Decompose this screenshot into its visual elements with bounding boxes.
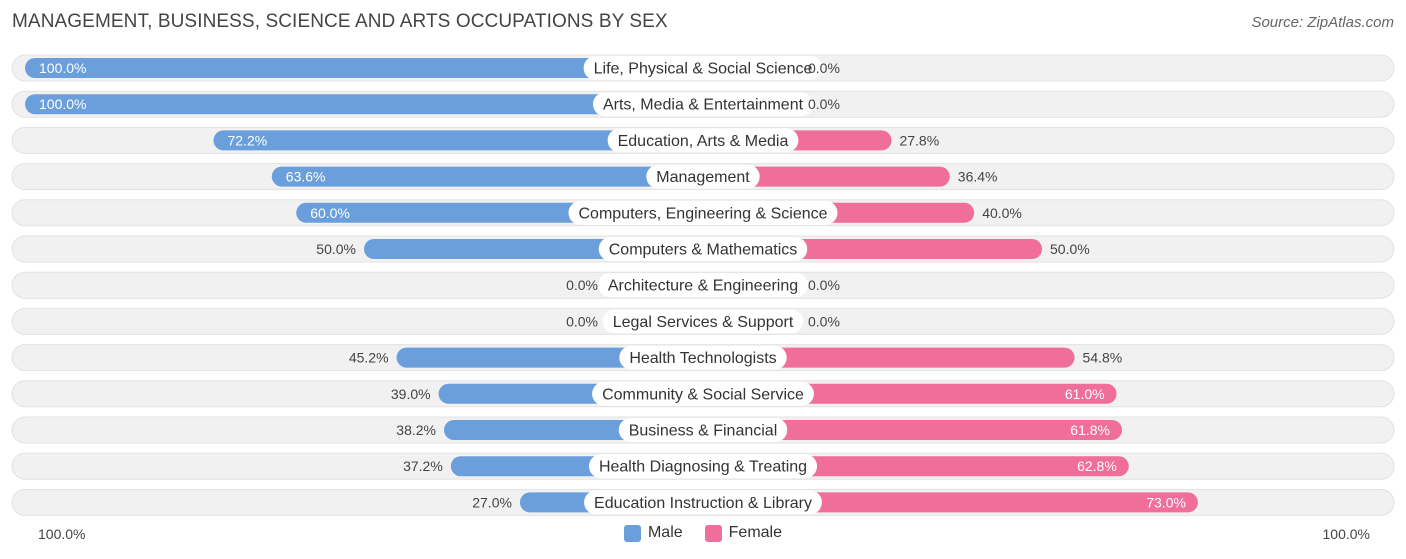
male-value-label: 100.0%: [39, 96, 86, 112]
female-value-label: 73.0%: [1146, 494, 1186, 510]
female-bar: [703, 166, 950, 187]
male-value-label: 0.0%: [566, 277, 598, 293]
category-label: Architecture & Engineering: [608, 278, 798, 295]
category-label-background: [583, 56, 823, 80]
female-value-label: 50.0%: [1050, 241, 1090, 257]
category-label-background: [646, 164, 760, 189]
category-label-background: [619, 345, 787, 370]
category-label: Management: [656, 169, 750, 186]
female-value-label: 0.0%: [808, 96, 840, 112]
male-value-label: 45.2%: [349, 350, 389, 366]
male-bar: [25, 94, 703, 115]
legend-item-female: Female: [704, 524, 783, 542]
category-label-background: [598, 237, 808, 261]
female-value-label: 36.4%: [958, 169, 998, 185]
female-bar: [703, 347, 1075, 368]
category-label: Legal Services & Support: [613, 314, 794, 331]
source-label: Source: ZipAtlas.com: [1251, 14, 1394, 31]
female-value-label: 61.0%: [1065, 386, 1105, 402]
male-value-label: 50.0%: [316, 241, 356, 257]
category-label-background: [592, 92, 814, 117]
category-label: Health Technologists: [629, 350, 776, 367]
female-bar: [703, 420, 1123, 440]
category-label: Computers & Mathematics: [609, 242, 798, 259]
male-value-label: 38.2%: [396, 422, 436, 438]
male-value-label: 60.0%: [310, 205, 350, 221]
male-value-label: 63.6%: [286, 169, 326, 185]
female-value-label: 40.0%: [982, 205, 1022, 221]
category-label: Business & Financial: [629, 423, 778, 440]
category-label: Education, Arts & Media: [618, 133, 789, 150]
legend: Male Female: [0, 524, 1406, 542]
category-label-background: [568, 200, 838, 225]
male-value-label: 0.0%: [566, 313, 598, 329]
category-label-background: [584, 490, 822, 515]
category-label: Education Instruction & Library: [594, 495, 812, 512]
female-value-label: 0.0%: [808, 313, 840, 329]
axis-right-label: 100.0%: [1322, 526, 1370, 542]
category-label-background: [607, 128, 799, 153]
legend-item-male: Male: [623, 524, 683, 542]
chart-title: MANAGEMENT, BUSINESS, SCIENCE AND ARTS O…: [12, 11, 668, 32]
male-value-label: 100.0%: [39, 60, 86, 76]
category-label-background: [597, 273, 809, 298]
category-label-background: [592, 381, 814, 406]
male-value-label: 27.0%: [472, 494, 512, 510]
male-value-label: 72.2%: [227, 132, 267, 148]
category-label: Arts, Media & Entertainment: [603, 97, 804, 114]
female-value-label: 0.0%: [808, 277, 840, 293]
category-label: Community & Social Service: [602, 386, 804, 403]
category-label: Life, Physical & Social Science: [594, 61, 813, 78]
category-label: Health Diagnosing & Treating: [599, 459, 807, 476]
category-label-background: [602, 309, 804, 334]
male-bar: [271, 166, 703, 187]
legend-swatch-male: [623, 524, 641, 542]
bar-chart: Life, Physical & Social Science 100.0% 0.0…: [11, 54, 1395, 516]
axis-left-label: 100.0%: [38, 526, 86, 542]
legend-label-male: Male: [647, 524, 683, 541]
category-label-background: [588, 454, 818, 479]
female-bar: [703, 492, 1198, 513]
female-value-label: 61.8%: [1070, 422, 1110, 438]
male-bar: [25, 58, 703, 78]
category-label-background: [618, 418, 788, 442]
male-value-label: 37.2%: [403, 458, 443, 474]
female-value-label: 27.8%: [899, 132, 939, 148]
legend-label-female: Female: [728, 524, 783, 541]
legend-swatch-female: [704, 524, 722, 542]
male-value-label: 39.0%: [391, 386, 431, 402]
male-bar: [213, 130, 703, 151]
female-value-label: 62.8%: [1077, 458, 1117, 474]
category-label: Computers, Engineering & Science: [578, 205, 827, 222]
female-value-label: 54.8%: [1083, 350, 1123, 366]
female-value-label: 0.0%: [808, 60, 840, 76]
